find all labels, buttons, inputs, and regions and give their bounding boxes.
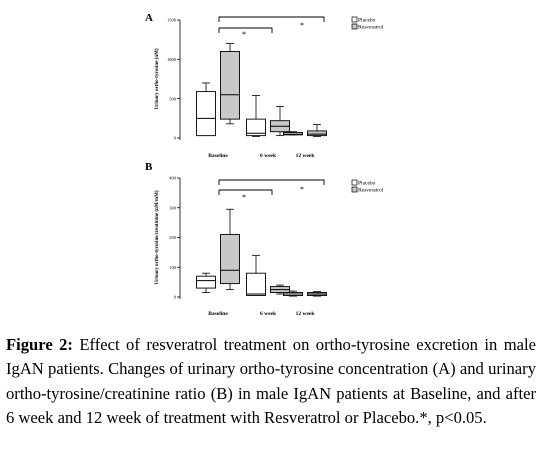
y-tick-label: 200 bbox=[169, 235, 177, 240]
box-placebo-6-week bbox=[246, 95, 266, 137]
box-placebo-6-week bbox=[246, 254, 266, 296]
box-resveratrol-baseline bbox=[220, 208, 240, 290]
significance-marker: * bbox=[300, 21, 304, 30]
box-iqr bbox=[220, 51, 240, 120]
box-iqr bbox=[196, 275, 216, 289]
x-category-label: 6 week bbox=[260, 153, 277, 159]
x-category-label: 12 week bbox=[296, 311, 316, 317]
y-tick-label: 1500 bbox=[167, 18, 177, 23]
y-tick-label: 1000 bbox=[167, 57, 177, 62]
bracket-line bbox=[218, 179, 325, 185]
y-tick-label: 0 bbox=[174, 136, 177, 141]
y-axis-label: Urinary ortho-tyrosine (nM) bbox=[155, 48, 160, 109]
caption-label: Figure 2: bbox=[6, 335, 73, 354]
box-iqr bbox=[220, 234, 240, 285]
legend-label: Resveratrol bbox=[358, 188, 384, 194]
significance-marker: * bbox=[242, 193, 246, 202]
box-iqr bbox=[246, 272, 266, 296]
chart-panel-a: A 0 500 1000 1500 Urinary ortho-tyrosine (nM)… bbox=[145, 12, 384, 159]
box-resveratrol-12-week bbox=[307, 291, 327, 297]
box-resveratrol-6-week bbox=[270, 106, 290, 137]
legend-label: Placebo bbox=[358, 181, 376, 187]
legend-swatch bbox=[351, 16, 358, 23]
box-placebo-baseline bbox=[196, 82, 216, 137]
y-tick-label: 0 bbox=[174, 295, 177, 300]
chart-panel-b: B 0 100 200 300 400 Urinary ortho-tyrosine/cre… bbox=[145, 161, 384, 317]
box-iqr bbox=[246, 118, 266, 137]
bracket-line bbox=[218, 16, 325, 22]
box-resveratrol-6-week bbox=[270, 284, 290, 295]
x-category-label: 12 week bbox=[296, 153, 316, 159]
legend-swatch bbox=[351, 23, 358, 30]
figure-caption: Figure 2: Effect of resveratrol treatmen… bbox=[6, 333, 536, 431]
box-iqr bbox=[307, 130, 327, 137]
box-resveratrol-baseline bbox=[220, 43, 240, 125]
significance-bracket: * bbox=[218, 16, 325, 30]
panel-letter: B bbox=[145, 161, 153, 173]
x-category-label: Baseline bbox=[208, 311, 228, 317]
bracket-line bbox=[218, 189, 273, 195]
bracket-line bbox=[218, 27, 273, 33]
significance-marker: * bbox=[242, 30, 246, 39]
x-category-label: 6 week bbox=[260, 311, 277, 317]
y-tick-label: 400 bbox=[169, 176, 177, 181]
x-category-label: Baseline bbox=[208, 153, 228, 159]
y-axis-label: Urinary ortho-tyrosine/creatinine (nM/mM… bbox=[155, 190, 160, 284]
significance-bracket: * bbox=[218, 189, 273, 202]
panel-letter: A bbox=[145, 12, 153, 24]
legend-swatch bbox=[351, 179, 358, 186]
caption-text: Effect of resveratrol treatment on ortho… bbox=[6, 335, 536, 428]
box-placebo-12-week bbox=[283, 131, 303, 136]
box-resveratrol-12-week bbox=[307, 124, 327, 137]
legend-label: Placebo bbox=[358, 18, 376, 24]
y-tick-label: 100 bbox=[169, 265, 177, 270]
significance-bracket: * bbox=[218, 27, 273, 39]
legend-label: Resveratrol bbox=[358, 25, 384, 31]
y-tick-label: 500 bbox=[169, 96, 177, 101]
box-iqr bbox=[196, 91, 216, 137]
legend-swatch bbox=[351, 186, 358, 193]
box-placebo-baseline bbox=[196, 272, 216, 293]
significance-marker: * bbox=[300, 185, 304, 194]
y-tick-label: 300 bbox=[169, 205, 177, 210]
significance-bracket: * bbox=[218, 179, 325, 194]
